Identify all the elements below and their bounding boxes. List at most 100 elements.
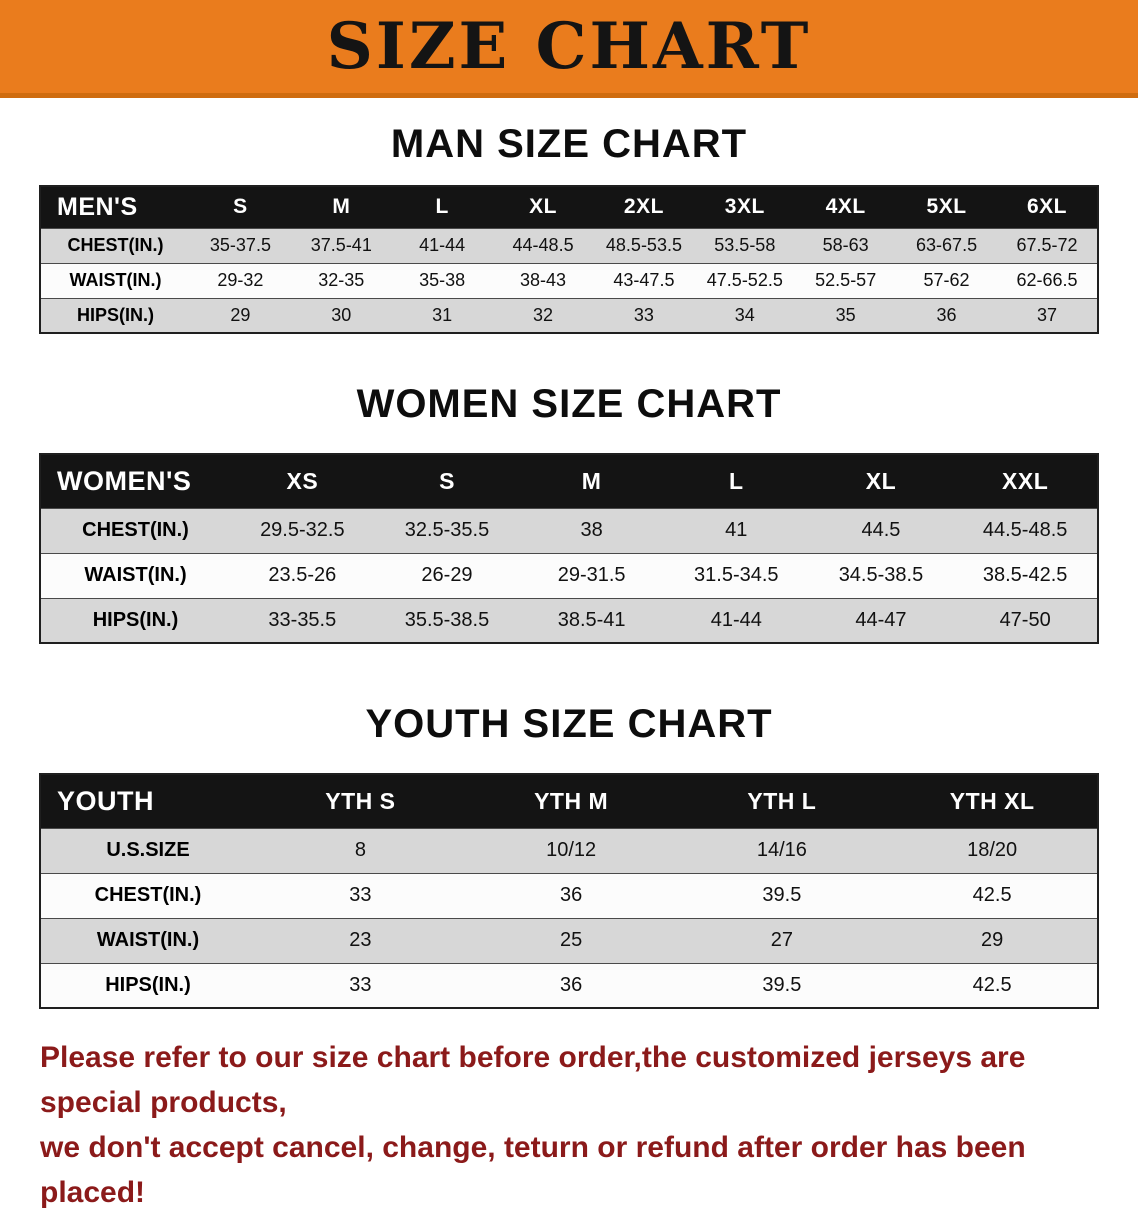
disclaimer-line-1: Please refer to our size chart before or… — [40, 1041, 1026, 1119]
size-value-cell: 37.5-41 — [290, 227, 392, 263]
size-value-cell: 43-47.5 — [593, 262, 695, 298]
table-row: WAIST(IN.) 23.5-26 26-29 29-31.5 31.5-34.5 34… — [40, 552, 1098, 598]
page-title: SIZE CHART — [326, 8, 812, 84]
size-section-mens: MAN SIZE CHART MEN'S S M L XL 2XL 3XL 4XL 5XL 6XL C… — [0, 122, 1138, 334]
size-value-cell: 25 — [465, 917, 677, 963]
row-label: CHEST(IN.) — [40, 507, 230, 553]
size-section-youth: YOUTH SIZE CHART YOUTH YTH S YTH M YTH L YTH … — [0, 702, 1138, 1009]
table-row: HIPS(IN.) 33 36 39.5 42.5 — [40, 962, 1098, 1008]
size-value-cell: 62-66.5 — [997, 262, 1098, 298]
size-value-cell: 32-35 — [290, 262, 392, 298]
table-header-row: WOMEN'S XS S M L XL XXL — [40, 453, 1098, 508]
size-value-cell: 44.5-48.5 — [953, 507, 1098, 553]
row-label: CHEST(IN.) — [40, 872, 255, 918]
table-row: CHEST(IN.) 35-37.5 37.5-41 41-44 44-48.5 48.5… — [40, 227, 1098, 263]
table-row: CHEST(IN.) 33 36 39.5 42.5 — [40, 872, 1098, 918]
table-header-row: YOUTH YTH S YTH M YTH L YTH XL — [40, 773, 1098, 828]
size-table: WOMEN'S XS S M L XL XXL CHEST(IN.) 29.5-32.5 32.5… — [39, 453, 1099, 644]
row-label: U.S.SIZE — [40, 827, 255, 873]
group-label: WOMEN'S — [40, 453, 230, 508]
size-value-cell: 29-32 — [190, 262, 291, 298]
size-value-cell: 34 — [694, 297, 796, 333]
column-header: M — [519, 453, 664, 508]
size-value-cell: 47-50 — [953, 597, 1098, 643]
column-header: L — [391, 185, 493, 228]
charts-container: MAN SIZE CHART MEN'S S M L XL 2XL 3XL 4XL 5XL 6XL C… — [0, 122, 1138, 1009]
size-value-cell: 67.5-72 — [997, 227, 1098, 263]
size-value-cell: 47.5-52.5 — [694, 262, 796, 298]
size-section-womens: WOMEN SIZE CHART WOMEN'S XS S M L XL XXL CHEST(I… — [0, 382, 1138, 644]
column-header: 4XL — [795, 185, 897, 228]
size-value-cell: 44.5 — [808, 507, 954, 553]
size-value-cell: 37 — [997, 297, 1098, 333]
size-value-cell: 53.5-58 — [694, 227, 796, 263]
column-header: XL — [492, 185, 594, 228]
column-header: 5XL — [896, 185, 997, 228]
size-value-cell: 29.5-32.5 — [230, 507, 375, 553]
size-value-cell: 27 — [676, 917, 888, 963]
size-value-cell: 33 — [593, 297, 695, 333]
size-value-cell: 10/12 — [465, 827, 677, 873]
row-label: CHEST(IN.) — [40, 227, 190, 263]
column-header: 2XL — [593, 185, 695, 228]
column-header: XXL — [953, 453, 1098, 508]
row-label: HIPS(IN.) — [40, 962, 255, 1008]
size-value-cell: 39.5 — [676, 872, 888, 918]
size-value-cell: 38.5-42.5 — [953, 552, 1098, 598]
table-row: HIPS(IN.) 29 30 31 32 33 34 35 36 37 — [40, 297, 1098, 333]
size-value-cell: 26-29 — [374, 552, 520, 598]
column-header: 3XL — [694, 185, 796, 228]
disclaimer-line-2: we don't accept cancel, change, teturn o… — [40, 1131, 1026, 1209]
size-value-cell: 58-63 — [795, 227, 897, 263]
section-title: WOMEN SIZE CHART — [356, 382, 782, 426]
size-value-cell: 29 — [190, 297, 291, 333]
size-value-cell: 35.5-38.5 — [374, 597, 520, 643]
column-header: S — [190, 185, 291, 228]
size-value-cell: 33 — [255, 962, 466, 1008]
row-label: WAIST(IN.) — [40, 262, 190, 298]
size-value-cell: 18/20 — [887, 827, 1098, 873]
column-header: 6XL — [997, 185, 1098, 228]
column-header: YTH S — [255, 773, 466, 828]
size-value-cell: 23.5-26 — [230, 552, 375, 598]
size-value-cell: 44-47 — [808, 597, 954, 643]
group-label: MEN'S — [40, 185, 190, 228]
size-value-cell: 33 — [255, 872, 466, 918]
size-value-cell: 36 — [465, 962, 677, 1008]
banner: SIZE CHART — [0, 0, 1138, 98]
size-value-cell: 14/16 — [676, 827, 888, 873]
row-label: WAIST(IN.) — [40, 552, 230, 598]
size-table: MEN'S S M L XL 2XL 3XL 4XL 5XL 6XL CHEST(IN.) 35-37… — [39, 185, 1099, 334]
size-value-cell: 36 — [465, 872, 677, 918]
size-value-cell: 39.5 — [676, 962, 888, 1008]
size-value-cell: 35-38 — [391, 262, 493, 298]
size-value-cell: 41 — [663, 507, 809, 553]
size-value-cell: 36 — [896, 297, 997, 333]
size-value-cell: 52.5-57 — [795, 262, 897, 298]
column-header: YTH M — [465, 773, 677, 828]
size-value-cell: 30 — [290, 297, 392, 333]
size-value-cell: 34.5-38.5 — [808, 552, 954, 598]
size-value-cell: 35-37.5 — [190, 227, 291, 263]
group-label: YOUTH — [40, 773, 255, 828]
size-value-cell: 31 — [391, 297, 493, 333]
section-title: MAN SIZE CHART — [390, 122, 748, 166]
column-header: XL — [808, 453, 954, 508]
size-value-cell: 23 — [255, 917, 466, 963]
column-header: XS — [230, 453, 375, 508]
row-label: WAIST(IN.) — [40, 917, 255, 963]
size-value-cell: 41-44 — [663, 597, 809, 643]
size-value-cell: 33-35.5 — [230, 597, 375, 643]
table-header-row: MEN'S S M L XL 2XL 3XL 4XL 5XL 6XL — [40, 185, 1098, 228]
size-table: YOUTH YTH S YTH M YTH L YTH XL U.S.SIZE 8 10/12… — [39, 773, 1099, 1009]
table-row: U.S.SIZE 8 10/12 14/16 18/20 — [40, 827, 1098, 873]
size-value-cell: 32.5-35.5 — [374, 507, 520, 553]
column-header: M — [290, 185, 392, 228]
size-value-cell: 48.5-53.5 — [593, 227, 695, 263]
size-value-cell: 63-67.5 — [896, 227, 997, 263]
size-value-cell: 35 — [795, 297, 897, 333]
table-row: CHEST(IN.) 29.5-32.5 32.5-35.5 38 41 44.5 44.5… — [40, 507, 1098, 553]
size-value-cell: 38.5-41 — [519, 597, 664, 643]
size-value-cell: 38-43 — [492, 262, 594, 298]
